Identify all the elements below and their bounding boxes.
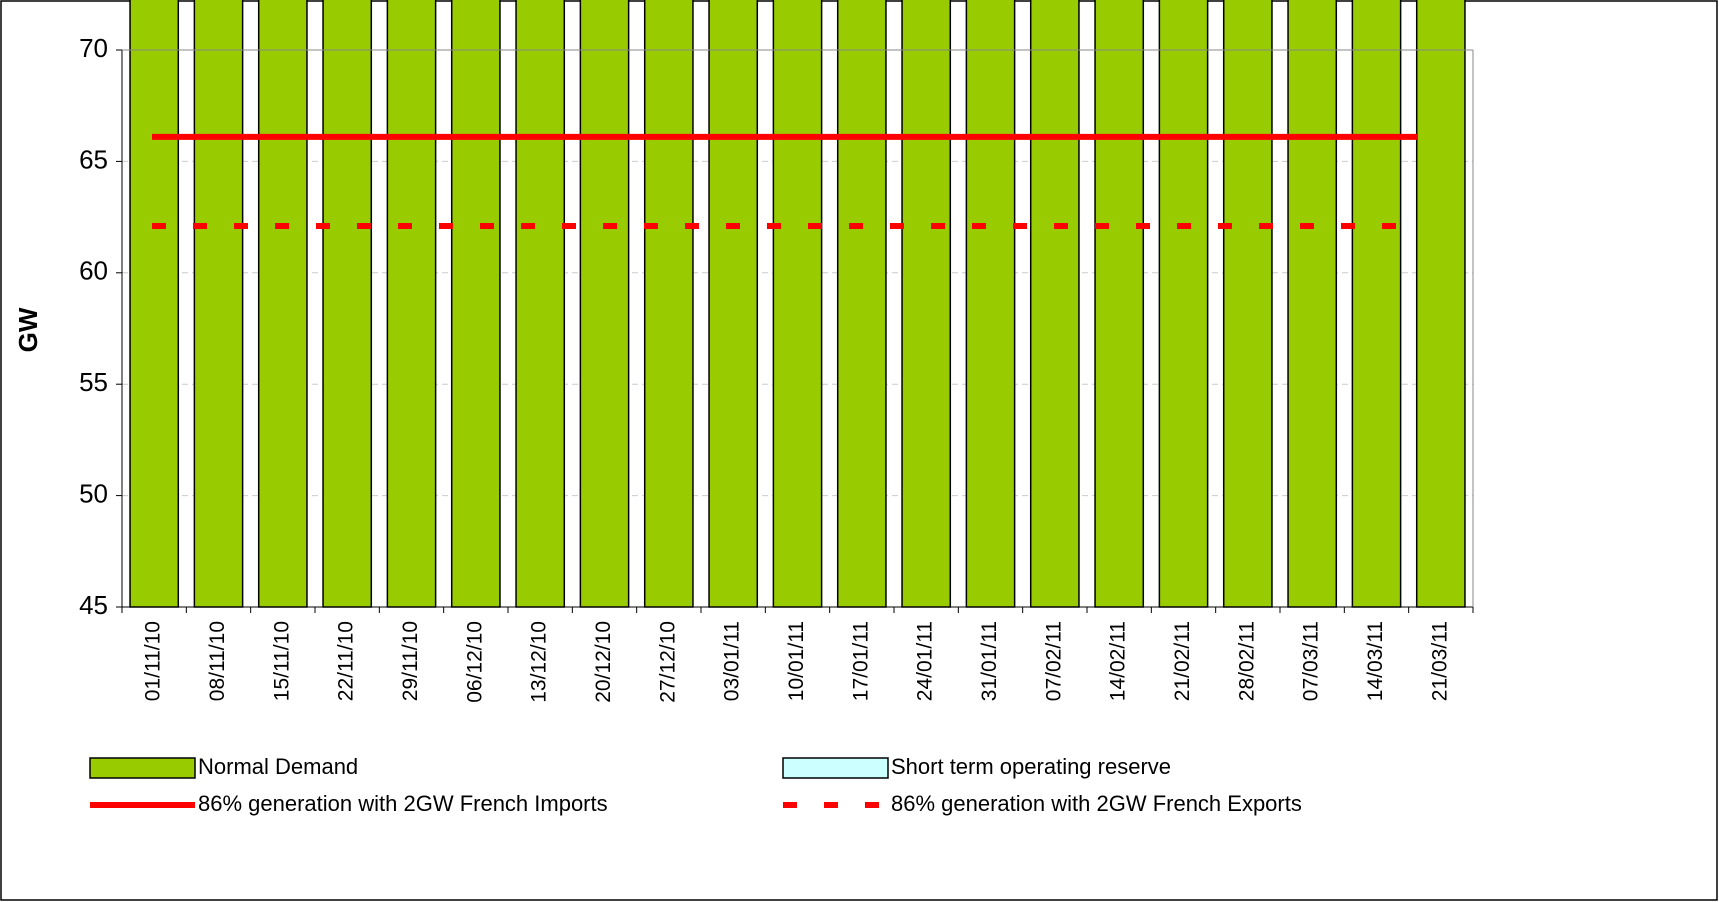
y-tick-label: 55 bbox=[79, 367, 108, 397]
bar-segment bbox=[836, 0, 887, 608]
bar-segment bbox=[1415, 0, 1466, 608]
bar-segment bbox=[386, 0, 437, 608]
x-tick-label: 21/02/11 bbox=[1171, 621, 1194, 701]
legend-label: 86% generation with 2GW French Exports bbox=[891, 791, 1302, 816]
x-tick-label: 08/11/10 bbox=[206, 621, 229, 701]
bar-segment bbox=[1222, 0, 1273, 608]
x-tick-label: 31/01/11 bbox=[978, 621, 1001, 701]
x-tick-label: 20/12/10 bbox=[592, 621, 615, 703]
y-tick-label: 50 bbox=[79, 478, 108, 508]
x-tick-label: 22/11/10 bbox=[335, 621, 358, 701]
bar-segment bbox=[515, 0, 566, 608]
y-axis-label: GW bbox=[13, 307, 43, 352]
legend-label: 86% generation with 2GW French Imports bbox=[198, 791, 608, 816]
bar-segment bbox=[965, 0, 1016, 608]
x-tick-label: 01/11/10 bbox=[142, 621, 165, 701]
x-tick-label: 06/12/10 bbox=[463, 621, 486, 703]
x-tick-label: 27/12/10 bbox=[656, 621, 679, 703]
x-tick-label: 14/03/11 bbox=[1364, 621, 1387, 701]
y-tick-label: 45 bbox=[79, 590, 108, 620]
bar-segment bbox=[579, 0, 630, 608]
y-tick-label: 70 bbox=[79, 33, 108, 63]
x-tick-label: 10/01/11 bbox=[785, 621, 808, 701]
x-tick-label: 28/02/11 bbox=[1235, 621, 1258, 701]
bar-segment bbox=[193, 0, 244, 608]
x-tick-label: 24/01/11 bbox=[914, 621, 937, 701]
x-tick-label: 03/01/11 bbox=[721, 621, 744, 701]
bar-segment bbox=[1351, 0, 1402, 608]
bar-segment bbox=[1158, 0, 1209, 608]
x-tick-label: 13/12/10 bbox=[528, 621, 551, 703]
bar-segment bbox=[322, 0, 373, 608]
legend-swatch bbox=[89, 757, 196, 779]
bar-segment bbox=[772, 0, 823, 608]
bar-segment bbox=[450, 0, 501, 608]
x-tick-label: 07/03/11 bbox=[1300, 621, 1323, 701]
x-tick-label: 15/11/10 bbox=[270, 621, 293, 701]
y-tick-label: 60 bbox=[79, 256, 108, 286]
legend-label: Short term operating reserve bbox=[891, 754, 1171, 779]
bar-segment bbox=[257, 0, 308, 608]
x-tick-label: 29/11/10 bbox=[399, 621, 422, 701]
x-tick-label: 21/03/11 bbox=[1428, 621, 1451, 701]
x-tick-label: 17/01/11 bbox=[849, 621, 872, 701]
x-tick-label: 14/02/11 bbox=[1107, 621, 1130, 701]
bar-segment bbox=[643, 0, 694, 608]
x-tick-label: 07/02/11 bbox=[1042, 621, 1065, 701]
legend-swatch bbox=[782, 757, 889, 779]
bar-segment bbox=[1094, 0, 1145, 608]
bar-segment bbox=[901, 0, 952, 608]
bar-segment bbox=[1287, 0, 1338, 608]
bar-segment bbox=[1029, 0, 1080, 608]
y-tick-label: 65 bbox=[79, 144, 108, 174]
legend-label: Normal Demand bbox=[198, 754, 358, 779]
bar-segment bbox=[129, 0, 180, 608]
bar-segment bbox=[708, 0, 759, 608]
